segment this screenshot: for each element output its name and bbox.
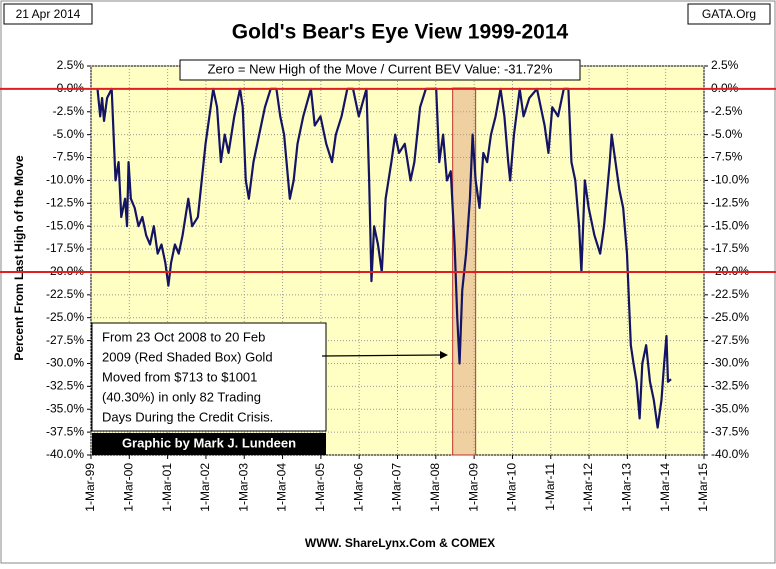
y-axis-label: Percent From Last High of the Move bbox=[12, 155, 26, 361]
y2-tick-label: -32.5% bbox=[711, 379, 749, 393]
annotation-box bbox=[179, 59, 581, 81]
x-tick-label: 1-Mar-03 bbox=[236, 463, 250, 512]
data-line bbox=[96, 87, 672, 429]
x-tick-label: 1-Mar-09 bbox=[466, 463, 480, 512]
y-tick-label: -2.5% bbox=[53, 104, 85, 118]
x-tick-label: 1-Mar-02 bbox=[198, 463, 212, 512]
x-tick-label: 1-Mar-11 bbox=[543, 463, 557, 511]
x-tick-label: 1-Mar-13 bbox=[620, 463, 634, 512]
y2-tick-label: -12.5% bbox=[711, 195, 749, 209]
note-arrowhead bbox=[440, 351, 448, 359]
note-line: From 23 Oct 2008 to 20 Feb bbox=[102, 329, 265, 344]
y2-tick-label: -35.0% bbox=[711, 401, 749, 415]
y-tick-label: 2.5% bbox=[57, 58, 85, 72]
y-tick-label: -12.5% bbox=[46, 195, 84, 209]
x-tick-label: 1-Mar-06 bbox=[351, 463, 365, 512]
y2-tick-label: -7.5% bbox=[711, 150, 743, 164]
x-tick-label: 1-Mar-10 bbox=[505, 463, 519, 512]
source-label: GATA.Org bbox=[702, 7, 756, 21]
x-tick-label: 1-Mar-01 bbox=[160, 463, 174, 512]
date-label: 21 Apr 2014 bbox=[16, 7, 81, 21]
x-tick-label: 1-Mar-12 bbox=[581, 463, 595, 512]
y2-tick-label: -5.0% bbox=[711, 127, 743, 141]
y-tick-label: -35.0% bbox=[46, 401, 84, 415]
y-tick-label: -32.5% bbox=[46, 379, 84, 393]
y-tick-label: -15.0% bbox=[46, 218, 84, 232]
note-line: Moved from $713 to $1001 bbox=[102, 369, 257, 384]
y-tick-label: -17.5% bbox=[46, 241, 84, 255]
y2-tick-label: -2.5% bbox=[711, 104, 743, 118]
y2-tick-label: -17.5% bbox=[711, 241, 749, 255]
y2-tick-label: -37.5% bbox=[711, 424, 749, 438]
x-tick-label: 1-Mar-05 bbox=[313, 463, 327, 512]
source-box bbox=[687, 3, 771, 25]
credit: Graphic by Mark J. Lundeen bbox=[122, 435, 296, 450]
y2-tick-label: -40.0% bbox=[711, 447, 749, 461]
y2-tick-label: -25.0% bbox=[711, 310, 749, 324]
y2-tick-label: 2.5% bbox=[711, 58, 739, 72]
note-line: 2009 (Red Shaded Box) Gold bbox=[102, 349, 273, 364]
y-tick-label: -7.5% bbox=[53, 150, 85, 164]
y-tick-label: -40.0% bbox=[46, 447, 84, 461]
x-tick-label: 1-Mar-04 bbox=[275, 463, 289, 512]
annotation: Zero = New High of the Move / Current BE… bbox=[208, 61, 553, 76]
y-tick-label: -27.5% bbox=[46, 333, 84, 347]
note-line: (40.30%) in only 82 Trading bbox=[102, 389, 261, 404]
y2-tick-label: -15.0% bbox=[711, 218, 749, 232]
date-box bbox=[3, 3, 93, 25]
x-tick-label: 1-Mar-08 bbox=[428, 463, 442, 512]
note-arrow bbox=[321, 354, 443, 357]
y-tick-label: -22.5% bbox=[46, 287, 84, 301]
y2-tick-label: -30.0% bbox=[711, 356, 749, 370]
y-tick-label: -37.5% bbox=[46, 424, 84, 438]
note-line: Days During the Credit Crisis. bbox=[102, 409, 273, 424]
x-tick-label: 1-Mar-15 bbox=[696, 463, 710, 512]
x-tick-label: 1-Mar-00 bbox=[121, 463, 135, 512]
x-axis-label: WWW. ShareLynx.Com & COMEX bbox=[305, 536, 495, 550]
y2-tick-label: -22.5% bbox=[711, 287, 749, 301]
y2-tick-label: -10.0% bbox=[711, 173, 749, 187]
x-tick-label: 1-Mar-99 bbox=[83, 463, 97, 512]
chart-title: Gold's Bear's Eye View 1999-2014 bbox=[232, 21, 569, 44]
y-tick-label: -10.0% bbox=[46, 173, 84, 187]
y-tick-label: -30.0% bbox=[46, 356, 84, 370]
x-tick-label: 1-Mar-14 bbox=[658, 463, 672, 512]
note-box bbox=[91, 322, 327, 432]
y-tick-label: -5.0% bbox=[53, 127, 85, 141]
x-tick-label: 1-Mar-07 bbox=[390, 463, 404, 512]
credit-box bbox=[92, 433, 326, 455]
y2-tick-label: -27.5% bbox=[711, 333, 749, 347]
y-tick-label: -25.0% bbox=[46, 310, 84, 324]
